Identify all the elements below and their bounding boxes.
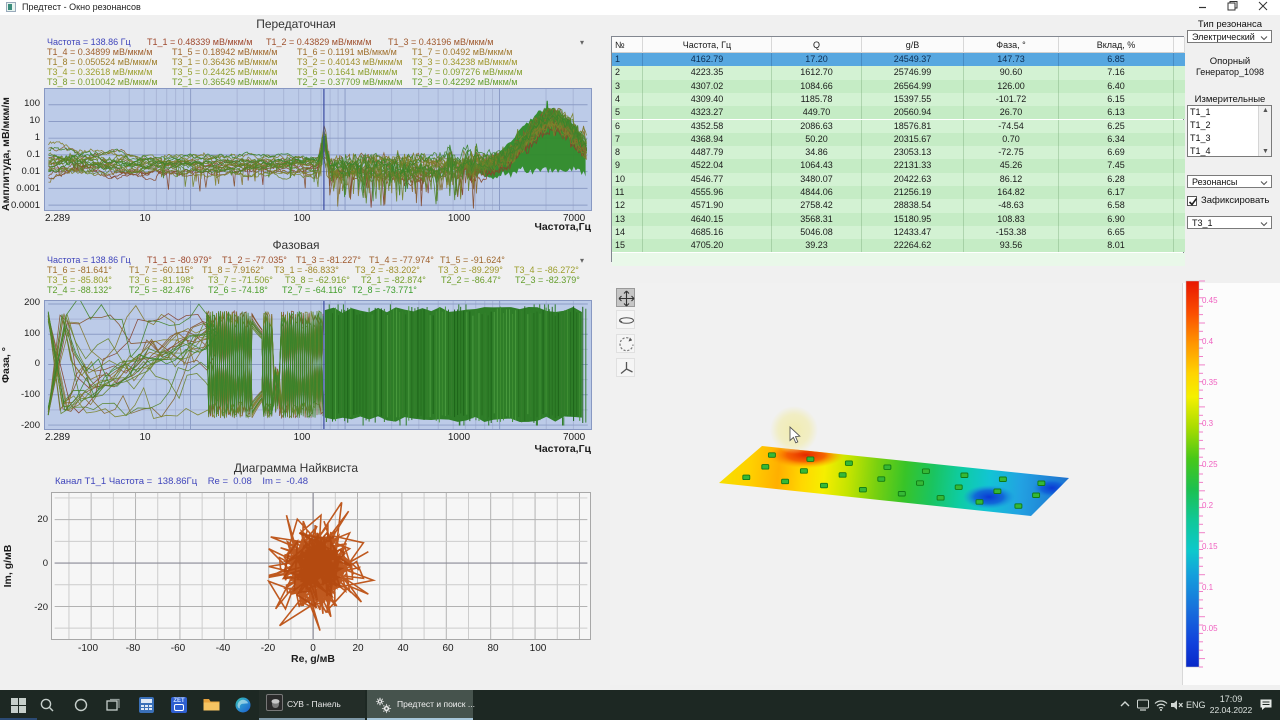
svg-text:0.15: 0.15	[1202, 542, 1218, 551]
svg-text:0.2: 0.2	[1202, 501, 1214, 510]
svg-text:0.3: 0.3	[1202, 419, 1214, 428]
svg-text:0.45: 0.45	[1202, 296, 1218, 305]
svg-text:0.35: 0.35	[1202, 378, 1218, 387]
svg-text:0.25: 0.25	[1202, 460, 1218, 469]
svg-text:0.05: 0.05	[1202, 624, 1218, 633]
svg-text:0.4: 0.4	[1202, 337, 1214, 346]
svg-text:0.1: 0.1	[1202, 583, 1214, 592]
